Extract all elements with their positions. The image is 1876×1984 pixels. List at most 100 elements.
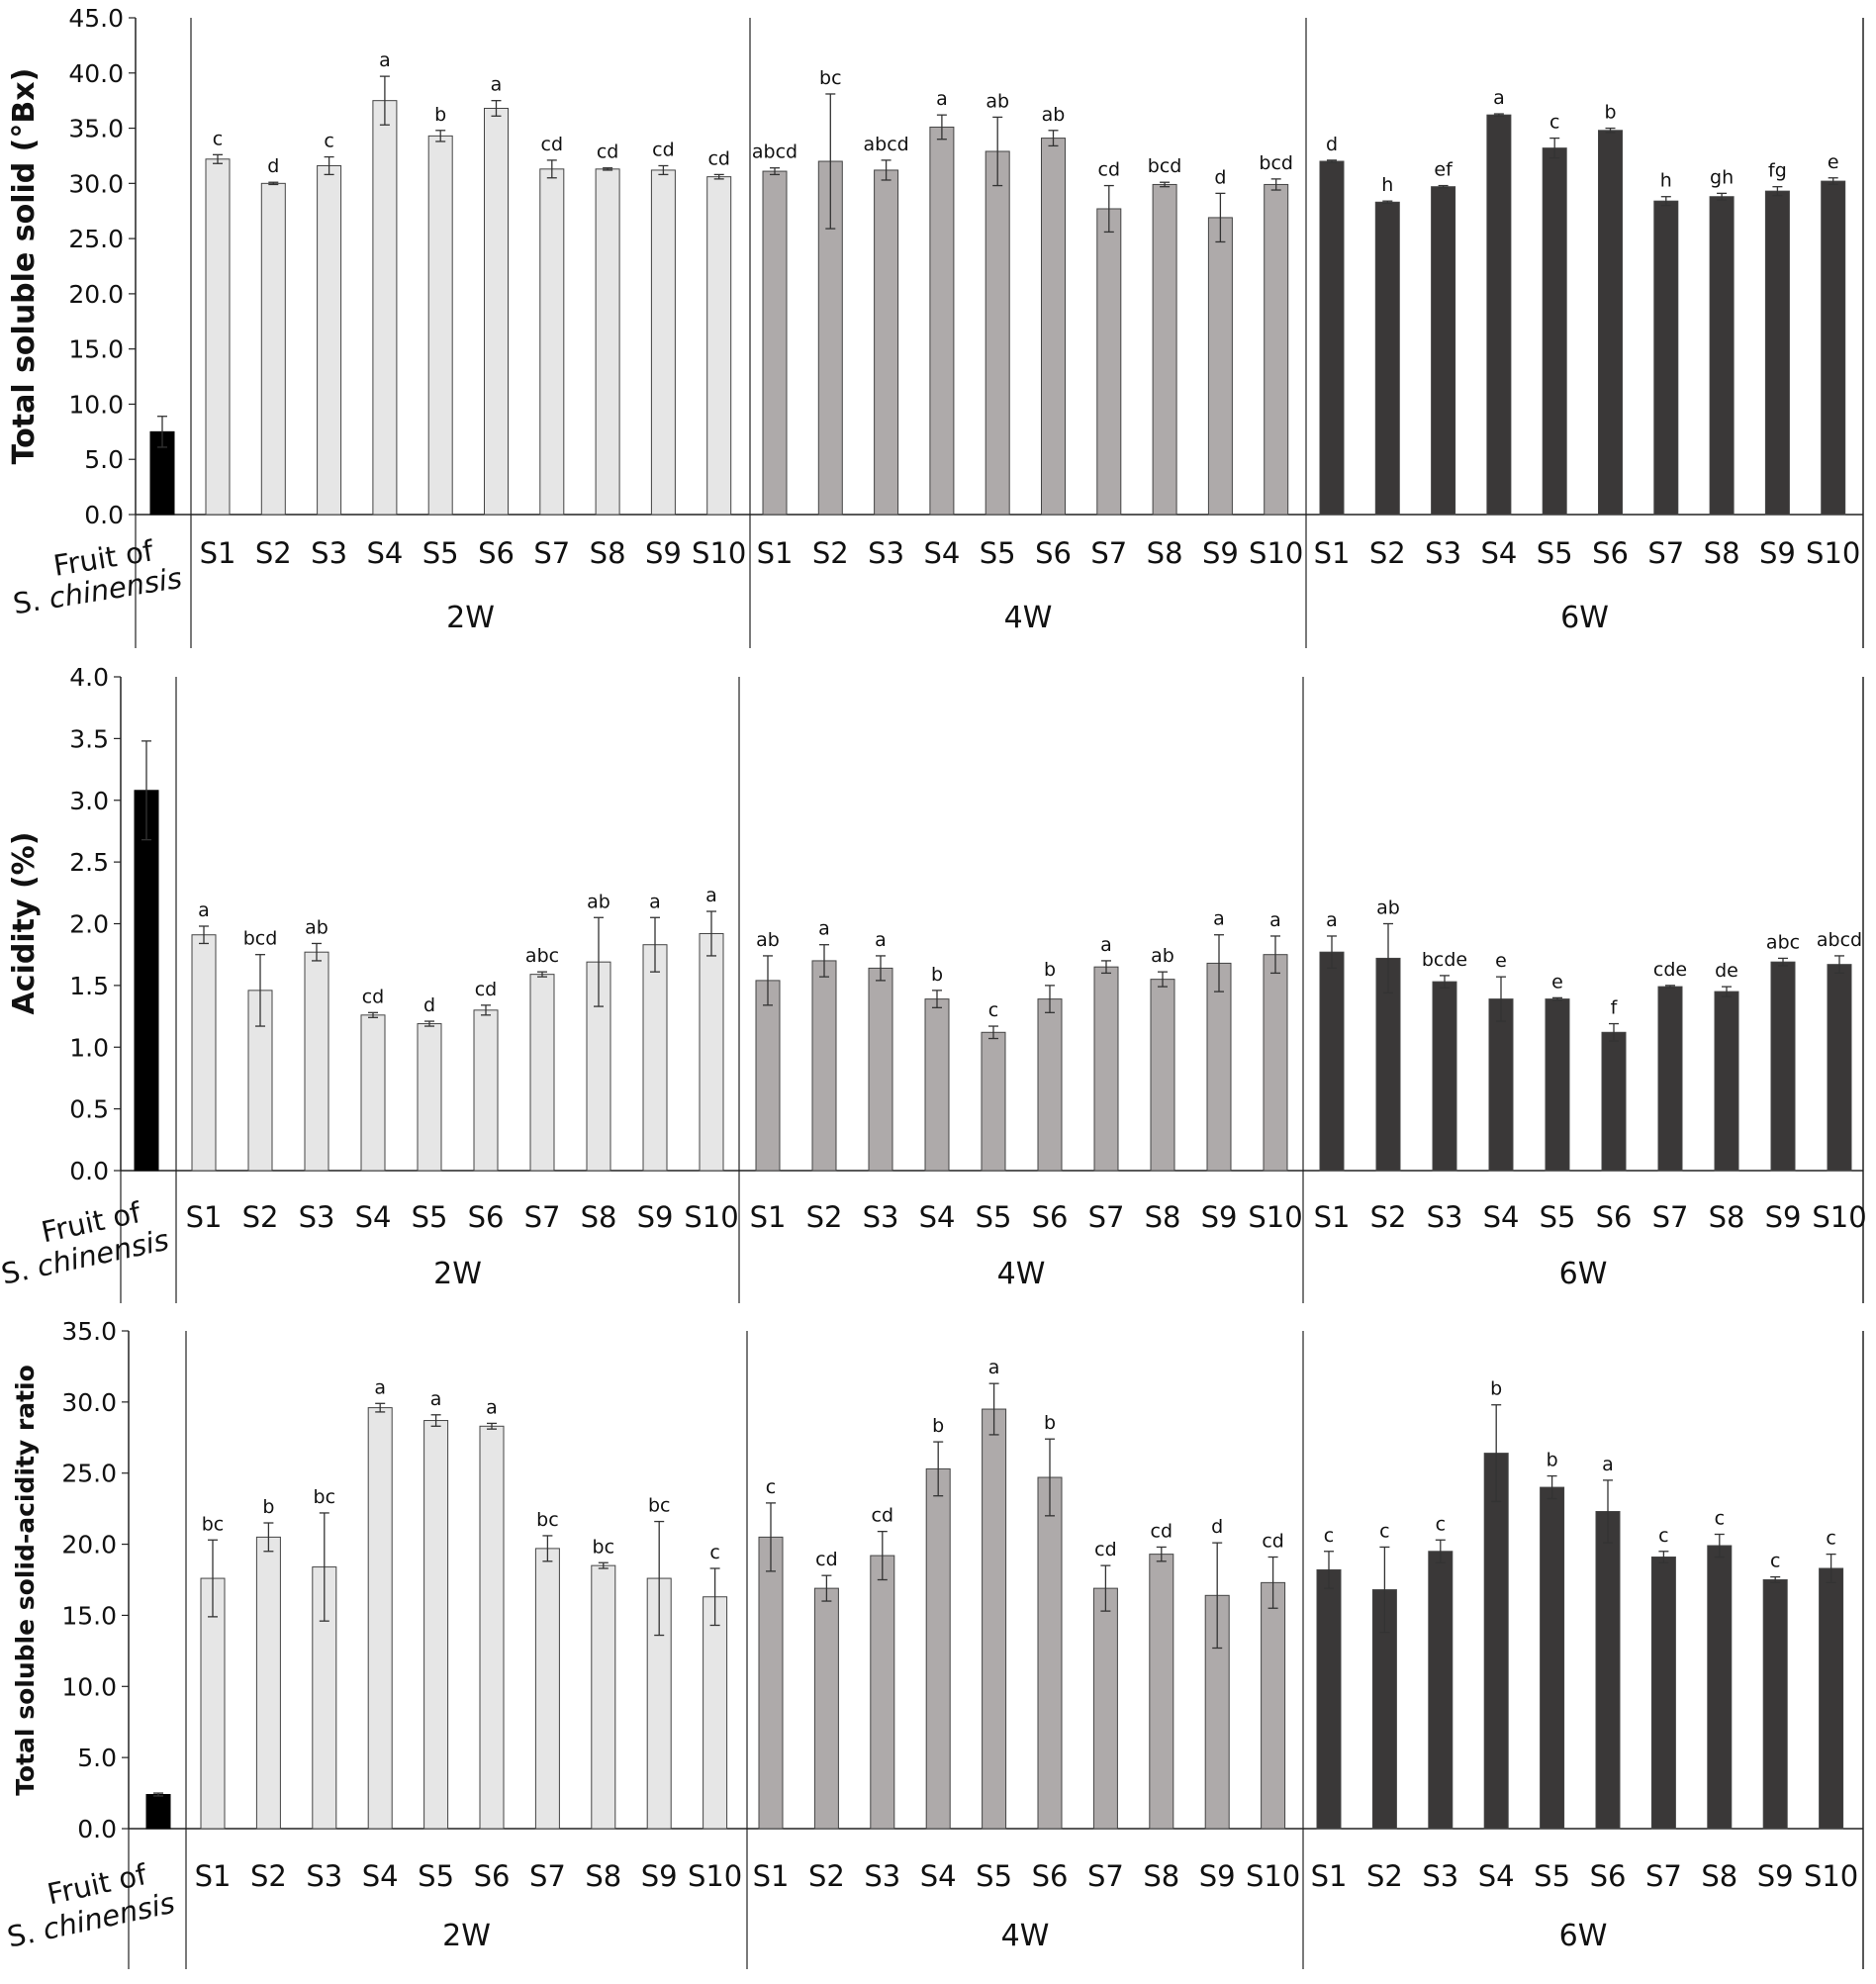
x-tick-label: S3 bbox=[863, 1200, 899, 1234]
x-tick-label: S3 bbox=[1422, 1859, 1458, 1893]
significance-letter: a bbox=[486, 1396, 498, 1418]
significance-letter: a bbox=[1326, 909, 1338, 931]
significance-letter: a bbox=[1493, 87, 1505, 109]
x-tick-label: S3 bbox=[306, 1859, 342, 1893]
bar-4W-S4 bbox=[924, 998, 950, 1172]
y-tick-label: 0.0 bbox=[84, 501, 124, 529]
x-tick-label: S1 bbox=[200, 536, 236, 570]
bar-6W-S4 bbox=[1483, 1453, 1509, 1830]
bar-2W-S10 bbox=[699, 932, 724, 1172]
y-tick-label: 5.0 bbox=[84, 445, 124, 474]
significance-letter: cd bbox=[872, 1505, 894, 1527]
x-tick-label: S2 bbox=[1369, 536, 1406, 570]
bar-6W-S9 bbox=[1770, 961, 1796, 1172]
significance-letter: c bbox=[1770, 1551, 1780, 1572]
significance-letter: cd bbox=[362, 986, 385, 1007]
x-tick-label: S5 bbox=[980, 536, 1016, 570]
x-tick-label: S2 bbox=[1366, 1859, 1403, 1893]
x-tick-label: S6 bbox=[1032, 1859, 1069, 1893]
x-tick-label: S8 bbox=[1709, 1200, 1745, 1234]
bar-2W-S3 bbox=[317, 164, 342, 516]
bar-4W-S10 bbox=[1261, 1581, 1286, 1830]
x-tick-label: S8 bbox=[585, 1859, 621, 1893]
bar-2W-S6 bbox=[479, 1425, 505, 1830]
bar-4W-S10 bbox=[1264, 183, 1289, 516]
bar-6W-S5 bbox=[1545, 998, 1570, 1172]
bar-4W-S2 bbox=[811, 960, 837, 1172]
bar-4W-S6 bbox=[1037, 1476, 1063, 1830]
bar-6W-S2 bbox=[1374, 201, 1400, 516]
x-tick-label: S1 bbox=[186, 1200, 223, 1234]
y-tick-label: 15.0 bbox=[68, 335, 124, 364]
x-tick-label: S6 bbox=[478, 536, 515, 570]
x-tick-label: S6 bbox=[474, 1859, 511, 1893]
x-tick-label: S2 bbox=[255, 536, 292, 570]
significance-letter: bc bbox=[819, 67, 842, 89]
significance-letter: a bbox=[1213, 908, 1225, 930]
significance-letter: abcd bbox=[863, 134, 908, 155]
group-label-4W: 4W bbox=[997, 1257, 1046, 1291]
significance-letter: a bbox=[379, 49, 391, 71]
bar-2W-S4 bbox=[360, 1014, 386, 1172]
significance-letter: cd bbox=[1098, 159, 1121, 181]
bar-4W-S2 bbox=[813, 1587, 839, 1830]
y-tick-label: 2.0 bbox=[69, 910, 109, 939]
x-tick-label: S10 bbox=[1812, 1200, 1866, 1234]
significance-letter: a bbox=[198, 899, 210, 921]
significance-letter: d bbox=[1211, 1516, 1223, 1538]
control-label-genus: S. bbox=[0, 1251, 41, 1291]
x-tick-label: S2 bbox=[812, 536, 849, 570]
group-label-2W: 2W bbox=[446, 601, 495, 635]
bar-4W-S8 bbox=[1150, 979, 1175, 1172]
x-tick-label: S8 bbox=[1147, 536, 1183, 570]
significance-letter: cd bbox=[815, 1549, 838, 1570]
x-tick-label: S3 bbox=[868, 536, 904, 570]
significance-letter: d bbox=[423, 994, 435, 1016]
bar-2W-S6 bbox=[484, 107, 509, 516]
x-tick-label: S5 bbox=[1537, 536, 1573, 570]
y-axis-label: Total soluble solid-acidity ratio bbox=[11, 1365, 40, 1796]
y-tick-label: 3.5 bbox=[69, 724, 109, 753]
significance-letter: gh bbox=[1710, 166, 1734, 188]
significance-letter: cd bbox=[652, 139, 675, 160]
x-tick-label: S1 bbox=[1314, 1200, 1351, 1234]
x-tick-label: S4 bbox=[920, 1859, 957, 1893]
significance-letter: e bbox=[1828, 151, 1839, 173]
significance-letter: c bbox=[1324, 1525, 1334, 1547]
significance-letter: ab bbox=[1376, 898, 1400, 919]
group-label-4W: 4W bbox=[1001, 1919, 1050, 1953]
bar-6W-S4 bbox=[1486, 114, 1512, 516]
control-label-genus: S. bbox=[11, 582, 52, 620]
x-tick-label: S4 bbox=[923, 536, 960, 570]
x-tick-label: S4 bbox=[1483, 1200, 1520, 1234]
bar-control bbox=[145, 1794, 171, 1830]
bar-6W-S2 bbox=[1375, 957, 1401, 1172]
bar-2W-S10 bbox=[706, 176, 732, 516]
x-tick-label: S7 bbox=[529, 1859, 566, 1893]
significance-letter: ab bbox=[1151, 945, 1174, 967]
significance-letter: bc bbox=[593, 1536, 615, 1558]
significance-letter: c bbox=[1549, 112, 1559, 134]
bar-4W-S6 bbox=[1041, 138, 1066, 516]
bar-4W-S1 bbox=[762, 170, 788, 516]
bar-4W-S1 bbox=[758, 1536, 784, 1830]
significance-letter: a bbox=[705, 885, 717, 906]
significance-letter: a bbox=[936, 88, 948, 110]
group-label-2W: 2W bbox=[433, 1257, 482, 1291]
x-tick-label: S7 bbox=[1088, 1200, 1125, 1234]
x-tick-label: S2 bbox=[808, 1859, 845, 1893]
bar-2W-S9 bbox=[650, 169, 676, 516]
bar-4W-S10 bbox=[1263, 954, 1288, 1172]
bar-6W-S10 bbox=[1827, 964, 1852, 1172]
x-tick-label: S7 bbox=[524, 1200, 561, 1234]
x-tick-label: S8 bbox=[1704, 536, 1740, 570]
bar-2W-S3 bbox=[304, 951, 329, 1172]
panel-3: 0.0 5.0 10.0 15.0 20.0 25.0 30.0 35.0 Total solu… bbox=[4, 1317, 1864, 1969]
bar-4W-S4 bbox=[925, 1467, 951, 1830]
x-tick-label: S6 bbox=[1596, 1200, 1633, 1234]
x-tick-label: S9 bbox=[1759, 536, 1796, 570]
significance-letter: bcde bbox=[1422, 949, 1467, 971]
significance-letter: bc bbox=[314, 1486, 336, 1508]
bar-6W-S5 bbox=[1540, 1486, 1565, 1830]
